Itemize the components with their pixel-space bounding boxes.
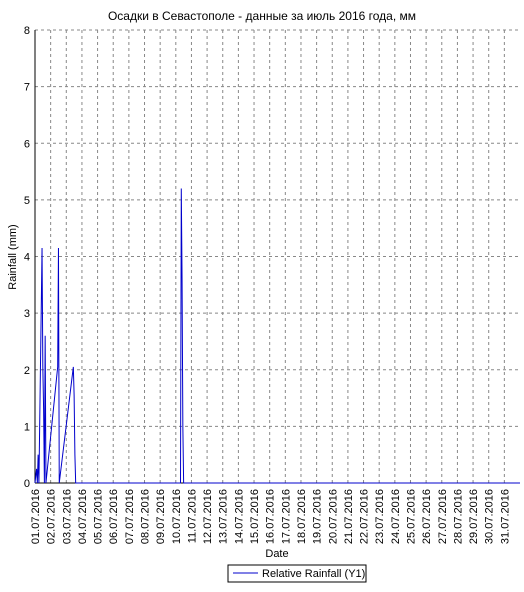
x-tick-label: 04.07.2016 (77, 489, 89, 544)
x-tick-label: 28.07.2016 (452, 489, 464, 544)
x-tick-label: 03.07.2016 (61, 489, 73, 544)
x-tick-label: 18.07.2016 (296, 489, 308, 544)
y-axis-title: Rainfall (mm) (7, 224, 19, 289)
x-tick-label: 02.07.2016 (46, 489, 58, 544)
y-tick-label: 0 (24, 478, 30, 490)
x-tick-label: 22.07.2016 (359, 489, 371, 544)
x-tick-label: 07.07.2016 (124, 489, 136, 544)
x-tick-label: 16.07.2016 (265, 489, 277, 544)
x-tick-label: 27.07.2016 (437, 489, 449, 544)
chart-title: Осадки в Севастополе - данные за июль 20… (108, 9, 416, 23)
data-line (34, 188, 520, 484)
x-tick-label: 05.07.2016 (93, 489, 105, 544)
x-tick-label: 29.07.2016 (468, 489, 480, 544)
x-tick-label: 11.07.2016 (186, 489, 198, 543)
legend-box (227, 564, 367, 583)
x-tick-label: 30.07.2016 (484, 489, 496, 544)
x-tick-label: 26.07.2016 (421, 489, 433, 544)
y-tick-label: 3 (24, 308, 30, 320)
x-axis-title: Date (265, 548, 288, 560)
x-tick-label: 31.07.2016 (499, 489, 511, 544)
x-tick-label: 21.07.2016 (343, 489, 355, 544)
x-tick-label: 24.07.2016 (390, 489, 402, 544)
x-tick-label: 19.07.2016 (312, 489, 324, 544)
x-tick-label: 08.07.2016 (140, 489, 152, 544)
x-tick-label: 25.07.2016 (405, 489, 417, 544)
y-tick-label: 5 (24, 195, 30, 207)
y-tick-label: 6 (24, 138, 30, 150)
x-tick-label: 01.07.2016 (30, 489, 42, 544)
x-tick-label: 12.07.2016 (202, 489, 214, 544)
y-tick-label: 7 (24, 82, 30, 94)
x-tick-label: 20.07.2016 (327, 489, 339, 544)
x-tick-label: 17.07.2016 (280, 489, 292, 544)
y-tick-label: 8 (24, 25, 30, 37)
x-tick-label: 13.07.2016 (218, 489, 230, 544)
x-tick-label: 06.07.2016 (108, 489, 120, 544)
y-tick-label: 4 (24, 252, 30, 264)
x-tick-label: 23.07.2016 (374, 489, 386, 544)
legend-label: Relative Rainfall (Y1) (262, 568, 365, 580)
x-tick-label: 10.07.2016 (171, 489, 183, 544)
y-tick-label: 2 (24, 365, 30, 377)
x-tick-label: 14.07.2016 (233, 489, 245, 544)
x-tick-label: 15.07.2016 (249, 489, 261, 544)
y-tick-label: 1 (24, 421, 30, 433)
x-tick-label: 09.07.2016 (155, 489, 167, 544)
